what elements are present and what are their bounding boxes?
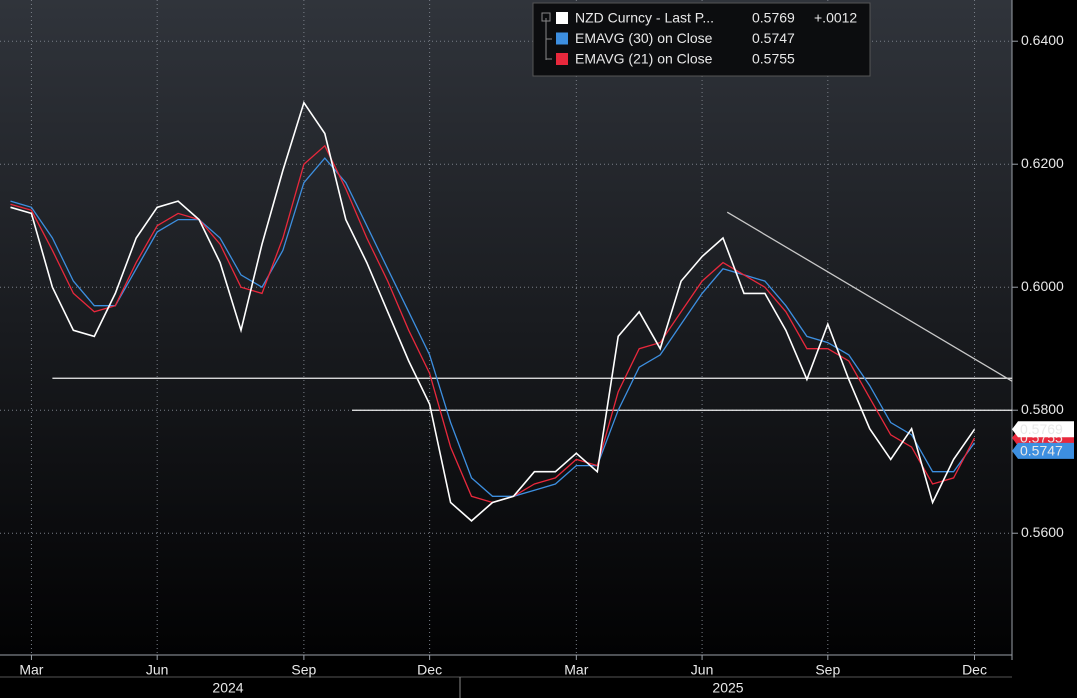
- trendline: [726, 211, 1013, 382]
- legend-value: 0.5769: [752, 10, 795, 26]
- last-value-label: 0.5769: [1020, 421, 1063, 437]
- axis-background: [1012, 0, 1077, 698]
- legend-collapse: [541, 12, 551, 22]
- y-tick-label: 0.6200: [1021, 155, 1064, 171]
- x-tick-label: Jun: [691, 662, 714, 678]
- x-tick-label: Jun: [146, 662, 169, 678]
- series-line: [10, 100, 976, 522]
- legend-label: EMAVG (30) on Close: [575, 30, 713, 46]
- legend-swatch: [556, 12, 568, 24]
- legend-value: 0.5755: [752, 51, 795, 67]
- legend-swatch: [556, 53, 568, 65]
- x-tick-label: Sep: [291, 662, 316, 678]
- x-tick-label: Dec: [417, 662, 442, 678]
- legend-value: 0.5747: [752, 30, 795, 46]
- x-tick-label: Dec: [962, 662, 987, 678]
- legend-tree: [545, 18, 552, 60]
- y-tick-label: 0.6000: [1021, 278, 1064, 294]
- x-tick-label: Mar: [19, 662, 43, 678]
- y-tick-label: 0.5800: [1021, 401, 1064, 417]
- y-tick-label: 0.5600: [1021, 524, 1064, 540]
- last-value-tag: [1012, 442, 1074, 459]
- last-value-tag: [1012, 421, 1074, 438]
- plot-background: [0, 0, 1012, 655]
- legend-label: EMAVG (21) on Close: [575, 51, 713, 67]
- last-value-label: 0.5747: [1020, 443, 1063, 459]
- year-label: 2024: [212, 680, 243, 696]
- legend-label: NZD Curncy - Last P...: [575, 10, 714, 26]
- legend-swatch: [556, 32, 568, 45]
- series-line: [10, 157, 976, 497]
- y-tick-label: 0.6400: [1021, 32, 1064, 48]
- year-label: 2025: [712, 680, 743, 696]
- legend-box: [532, 2, 871, 77]
- x-tick-label: Sep: [815, 662, 840, 678]
- legend-change: +.0012: [814, 10, 857, 26]
- x-tick-label: Mar: [564, 662, 588, 678]
